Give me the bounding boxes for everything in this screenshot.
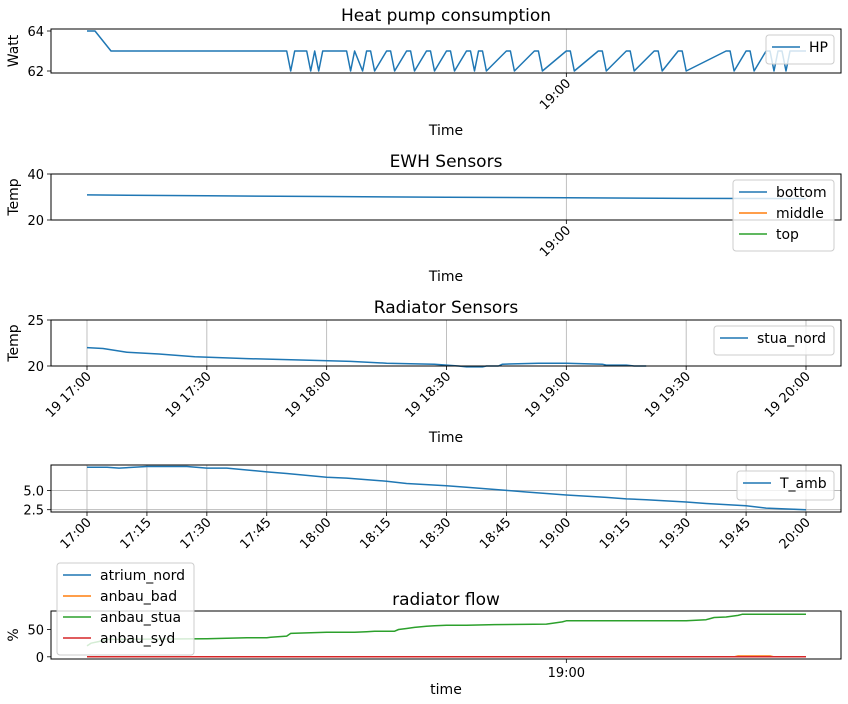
x-tick-label: 18:15 [357,515,394,552]
x-axis-label: Time [428,123,463,139]
legend-label-stua_nord: stua_nord [757,331,826,347]
chart-panel-3: 19 17:00 19 17:30 19 18:00 19 18:30 19 19:00… [6,298,842,446]
y-axis-label: Temp [6,324,22,362]
x-tick-label: 19:00 [548,666,585,681]
y-tick-label: 50 [27,624,44,639]
x-tick-label: 19:30 [657,515,694,552]
x-tick-label: 19:00 [537,76,574,113]
chart-title: Radiator Sensors [374,298,519,318]
chart-title: Heat pump consumption [341,6,551,26]
x-tick-label: 17:30 [178,515,215,552]
x-tick-label: 20:00 [777,515,814,552]
y-tick-label: 0 [36,651,44,666]
y-tick-label: 62 [27,65,44,80]
axes-frame [50,319,842,367]
series-line-bottom [86,194,807,200]
legend-label-bottom: bottom [776,185,827,201]
series-line-anbau_stua [86,613,806,647]
x-tick-label: 19 18:30 [403,369,455,421]
y-axis-label: Watt [6,34,22,67]
x-tick-label: 19 19:00 [522,369,574,421]
legend-box [765,34,835,65]
y-tick-label: 5.0 [23,484,44,499]
legend-box [56,562,195,656]
legend-box [736,470,835,501]
chart-panel-4: 17:00 17:15 17:30 17:45 18:00 18:15 18:30 18:45… [23,464,842,552]
y-axis-label: Temp [6,178,22,216]
x-tick-label: 19:00 [537,223,574,260]
legend: stua_nord [713,325,835,356]
series-line-T_amb [87,465,807,511]
x-tick-label: 19 20:00 [762,369,814,421]
axes-frame [50,173,842,221]
chart-panel-5: 19:00 0 50 radiator flow time% atrium_nordanb… [6,562,842,698]
legend: T_amb [736,470,835,501]
x-tick-label: 17:00 [58,515,95,552]
x-axis-label: time [430,682,462,698]
x-tick-label: 19 17:30 [163,369,215,421]
chart-title: EWH Sensors [390,152,503,172]
legend-label-middle: middle [776,206,824,222]
chart-panel-1: 19:00 62 64 Heat pump consumption Time Watt HP [6,6,842,139]
legend-label-atrium_nord: atrium_nord [100,568,185,584]
legend-label-anbau_syd: anbau_syd [100,631,175,647]
x-tick-label: 19 19:30 [642,369,694,421]
y-tick-label: 25 [27,314,44,329]
axes-frame [50,464,842,513]
series-line-stua_nord [86,346,647,368]
y-tick-label: 64 [27,25,44,40]
x-tick-label: 18:00 [297,515,334,552]
x-axis-label: Time [428,430,463,446]
x-tick-label: 19 17:00 [43,369,95,421]
legend-label-top: top [776,227,799,243]
x-tick-label: 17:45 [237,515,274,552]
x-tick-label: 19:00 [537,515,574,552]
series-line-HP [87,30,806,72]
x-tick-label: 19:15 [597,515,634,552]
y-axis-label: % [6,628,22,641]
legend-label-HP: HP [809,40,828,56]
axes-frame [50,610,842,660]
legend: HP [765,34,835,65]
x-tick-label: 18:30 [417,515,454,552]
legend: bottom middle top [732,179,835,252]
legend: atrium_nord anbau_bad anbau_stua anbau_syd [56,562,195,656]
legend-box [713,325,835,356]
x-tick-label: 17:15 [118,515,155,552]
y-tick-label: 2.5 [23,504,44,519]
axes-frame [50,28,842,74]
x-tick-label: 18:45 [477,515,514,552]
legend-label-anbau_bad: anbau_bad [100,589,177,605]
legend-label-T_amb: T_amb [779,476,827,492]
x-tick-label: 19:45 [717,515,754,552]
y-tick-label: 20 [27,360,44,375]
chart-title: radiator flow [392,590,500,610]
legend-label-anbau_stua: anbau_stua [100,610,181,626]
y-tick-label: 20 [27,214,44,229]
x-axis-label: Time [428,269,463,285]
chart-panel-2: 19:00 20 40 EWH Sensors Time Temp bottom middle… [6,152,842,285]
y-tick-label: 40 [27,168,44,183]
x-tick-label: 19 18:00 [283,369,335,421]
